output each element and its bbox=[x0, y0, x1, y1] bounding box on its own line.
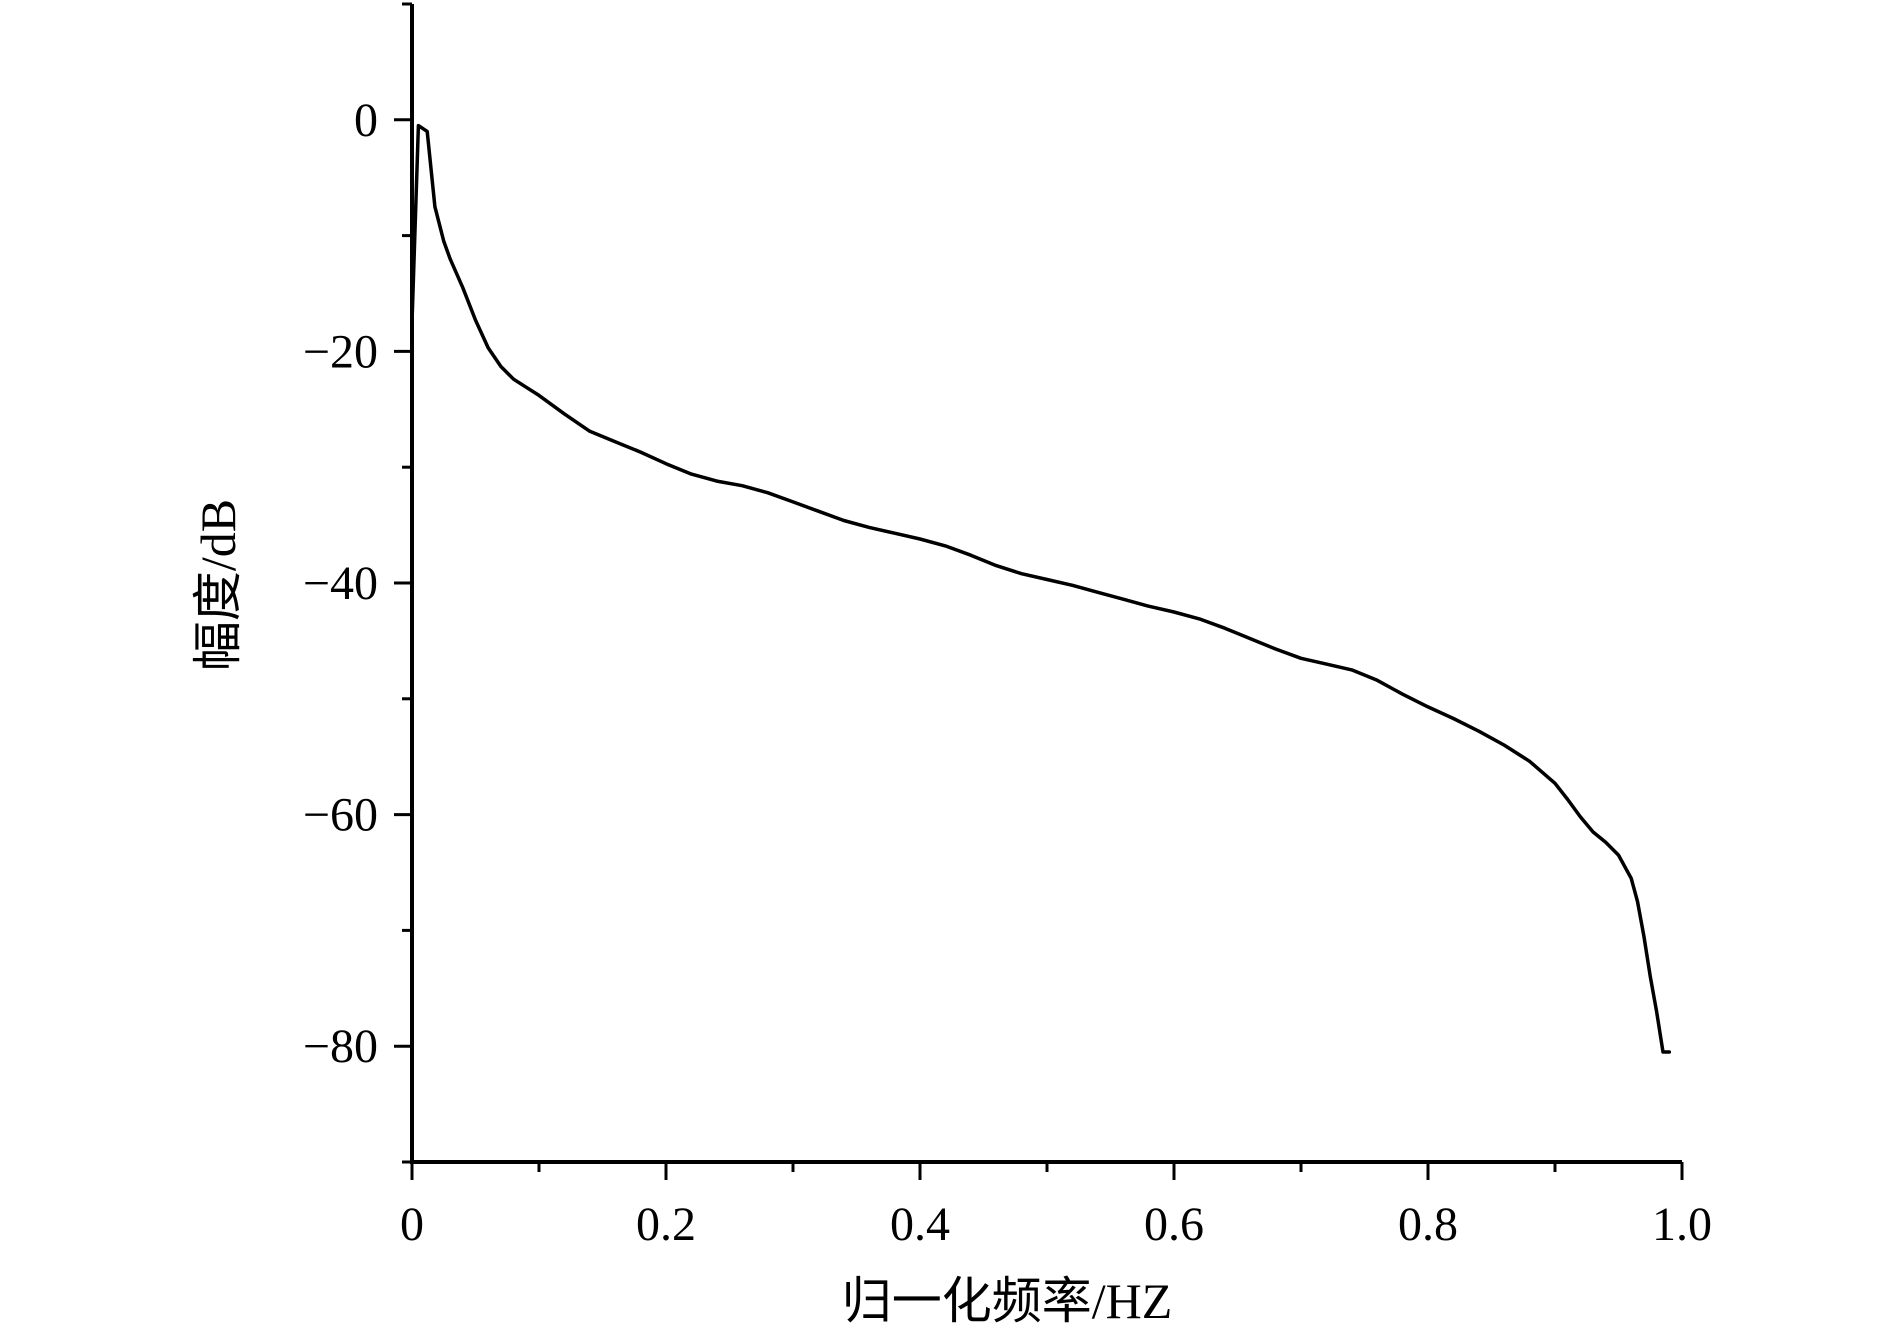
y-tick-label: −40 bbox=[303, 557, 378, 610]
y-axis-title: 幅度/dB bbox=[190, 499, 246, 671]
x-tick-label: 1.0 bbox=[1652, 1198, 1712, 1251]
x-tick-label: 0.2 bbox=[636, 1198, 696, 1251]
series-line bbox=[410, 123, 1672, 1054]
x-tick-label: 0.8 bbox=[1398, 1198, 1458, 1251]
x-ticks: 0 0.2 0.4 0.6 0.8 1.0 bbox=[400, 1162, 1712, 1251]
x-tick-label: 0.4 bbox=[890, 1198, 950, 1251]
y-tick-label: −20 bbox=[303, 325, 378, 378]
x-axis: 0 0.2 0.4 0.6 0.8 1.0 bbox=[400, 1160, 1712, 1251]
x-axis-title: 归一化频率/HZ bbox=[842, 1273, 1173, 1329]
x-tick-label: 0.6 bbox=[1144, 1198, 1204, 1251]
y-ticks: 0 −20 −40 −60 −80 bbox=[303, 2, 412, 1164]
y-tick-label: −80 bbox=[303, 1020, 378, 1073]
y-axis: 0 −20 −40 −60 −80 bbox=[303, 2, 414, 1164]
y-tick-label: 0 bbox=[354, 94, 378, 147]
series-layer bbox=[410, 123, 1672, 1054]
y-tick-label: −60 bbox=[303, 789, 378, 842]
x-tick-label: 0 bbox=[400, 1198, 424, 1251]
